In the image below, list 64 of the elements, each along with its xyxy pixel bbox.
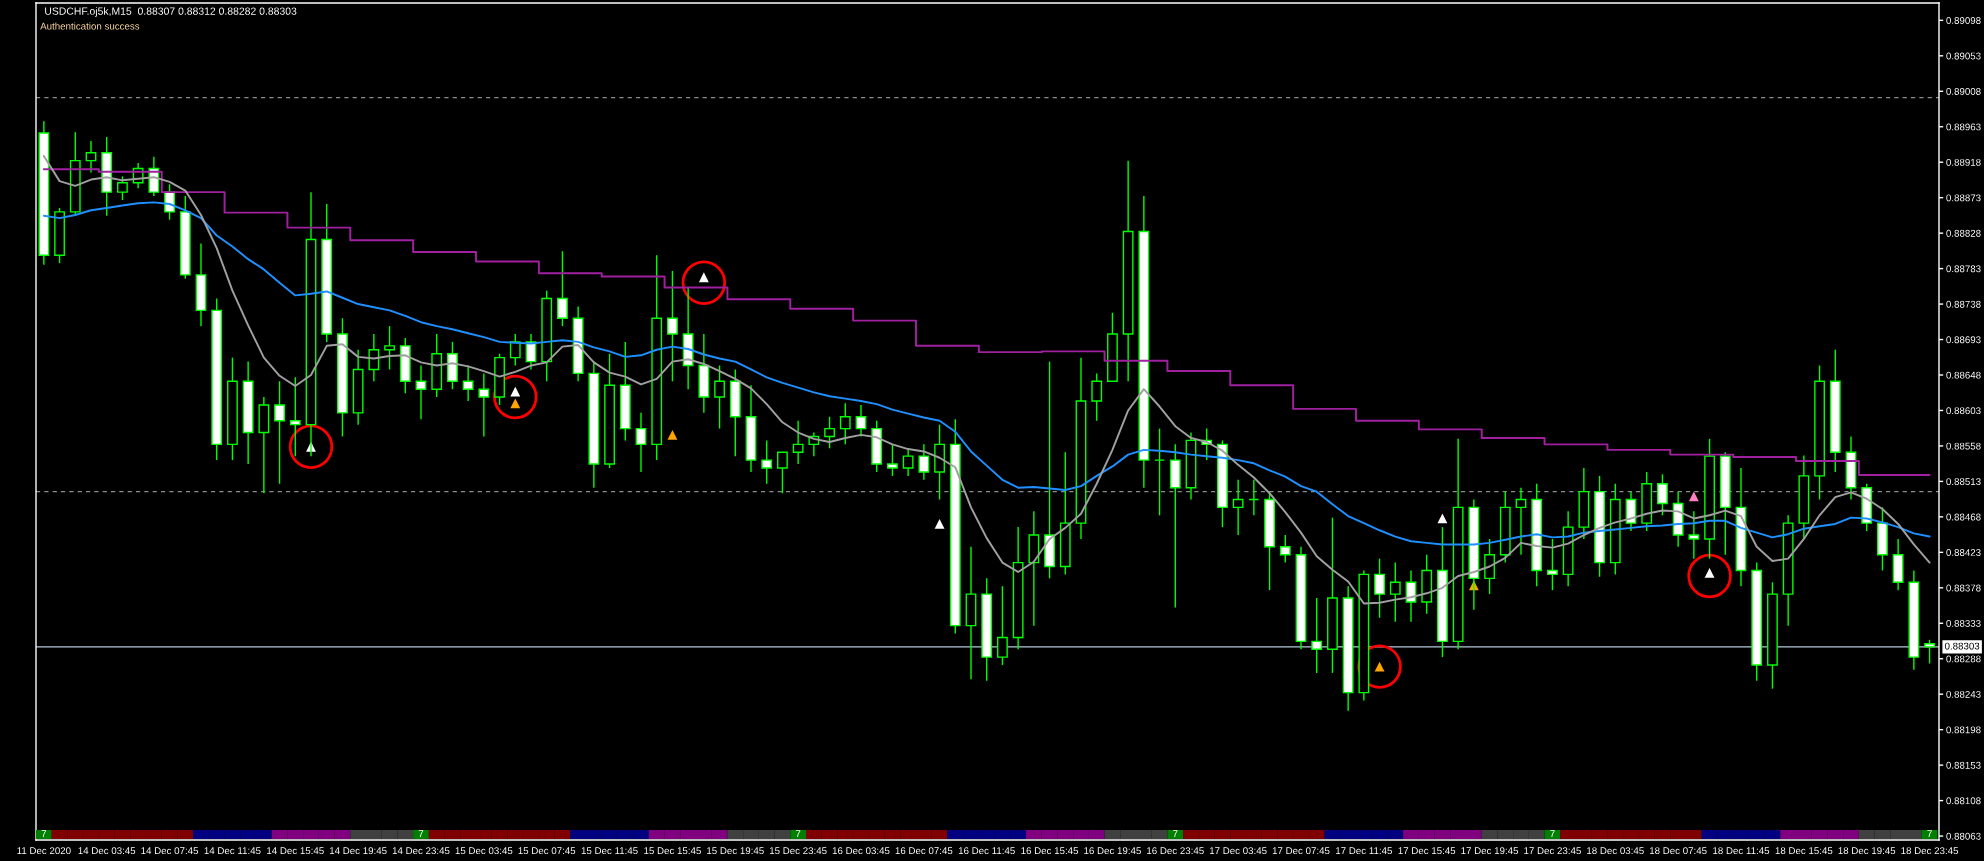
x-tick-label: 17 Dec 23:45 (1524, 847, 1581, 855)
x-tick-label: 17 Dec 07:45 (1272, 847, 1330, 855)
y-tick-label: 0.88153 (1946, 761, 1981, 769)
category-label: 7 (1927, 830, 1932, 838)
y-tick-label: 0.88558 (1946, 442, 1981, 450)
y-tick-label: 0.89053 (1946, 52, 1981, 60)
x-tick-label: 15 Dec 11:45 (581, 847, 638, 855)
x-tick-label: 15 Dec 15:45 (644, 847, 701, 855)
x-tick-label: 14 Dec 03:45 (78, 847, 136, 855)
x-tick-label: 14 Dec 07:45 (141, 847, 199, 855)
x-tick-label: 18 Dec 11:45 (1713, 847, 1770, 855)
y-tick-label: 0.88108 (1946, 797, 1981, 805)
x-tick-label: 17 Dec 03:45 (1209, 847, 1267, 855)
y-tick-label: 0.88423 (1946, 549, 1981, 556)
category-label: 7 (1173, 830, 1178, 838)
category-label: 7 (795, 830, 801, 838)
x-tick-label: 15 Dec 03:45 (455, 847, 513, 855)
category-label: 7 (1550, 830, 1555, 838)
y-tick-label: 0.89098 (1946, 17, 1981, 24)
y-tick-label: 0.88603 (1946, 407, 1981, 415)
category-label: 7 (41, 830, 47, 838)
y-tick-label: 0.88333 (1946, 620, 1981, 627)
x-tick-label: 14 Dec 11:45 (204, 847, 261, 855)
category-label: 7 (418, 830, 424, 838)
x-tick-label: 17 Dec 11:45 (1336, 847, 1393, 855)
y-tick-label: 0.88873 (1946, 194, 1981, 202)
x-tick-label: 18 Dec 23:45 (1901, 847, 1959, 855)
x-tick-label: 14 Dec 23:45 (392, 847, 450, 855)
y-tick-label: 0.88468 (1946, 513, 1981, 521)
x-tick-label: 18 Dec 15:45 (1775, 847, 1833, 855)
x-tick-label: 11 Dec 2020 (17, 847, 71, 855)
y-tick-label: 0.89008 (1946, 88, 1981, 95)
x-tick-label: 17 Dec 19:45 (1461, 847, 1519, 855)
y-tick-label: 0.88783 (1946, 265, 1981, 273)
y-tick-label: 0.88288 (1946, 655, 1981, 663)
x-tick-label: 16 Dec 23:45 (1147, 847, 1204, 855)
y-tick-label: 0.88648 (1946, 371, 1981, 379)
x-tick-label: 16 Dec 07:45 (895, 847, 953, 855)
y-tick-label: 0.88198 (1946, 726, 1981, 734)
y-tick-label: 0.88918 (1946, 158, 1981, 166)
y-tick-label: 0.88513 (1946, 478, 1981, 486)
x-tick-label: 14 Dec 19:45 (329, 847, 387, 855)
x-tick-label: 15 Dec 07:45 (518, 847, 576, 855)
text: Authentication success (40, 22, 140, 30)
y-tick-label: 0.88963 (1946, 123, 1981, 131)
x-tick-label: 16 Dec 03:45 (832, 847, 890, 855)
y-tick-label: 0.88063 (1946, 832, 1981, 840)
y-tick-label: 0.88243 (1946, 690, 1981, 698)
x-tick-label: 16 Dec 15:45 (1021, 847, 1079, 855)
x-tick-label: 14 Dec 15:45 (267, 847, 324, 855)
x-tick-label: 17 Dec 15:45 (1398, 847, 1456, 855)
x-tick-label: 18 Dec 07:45 (1649, 847, 1707, 855)
y-tick-label: 0.88828 (1946, 229, 1981, 237)
x-tick-label: 15 Dec 23:45 (769, 847, 827, 855)
y-tick-label: 0.88738 (1946, 300, 1981, 308)
x-tick-label: 16 Dec 11:45 (958, 847, 1015, 855)
ref-line-label: 0.88303 (1944, 642, 1980, 650)
x-tick-label: 18 Dec 03:45 (1587, 847, 1644, 855)
chart-title: USDCHF.oj5k,M15 0.88307 0.88312 0.88282 0.88303 (45, 7, 297, 17)
y-tick-label: 0.88378 (1946, 584, 1981, 592)
y-tick-label: 0.88693 (1946, 336, 1981, 344)
x-tick-label: 16 Dec 19:45 (1084, 847, 1141, 855)
x-tick-label: 18 Dec 19:45 (1838, 847, 1896, 855)
x-tick-label: 15 Dec 19:45 (707, 847, 764, 855)
